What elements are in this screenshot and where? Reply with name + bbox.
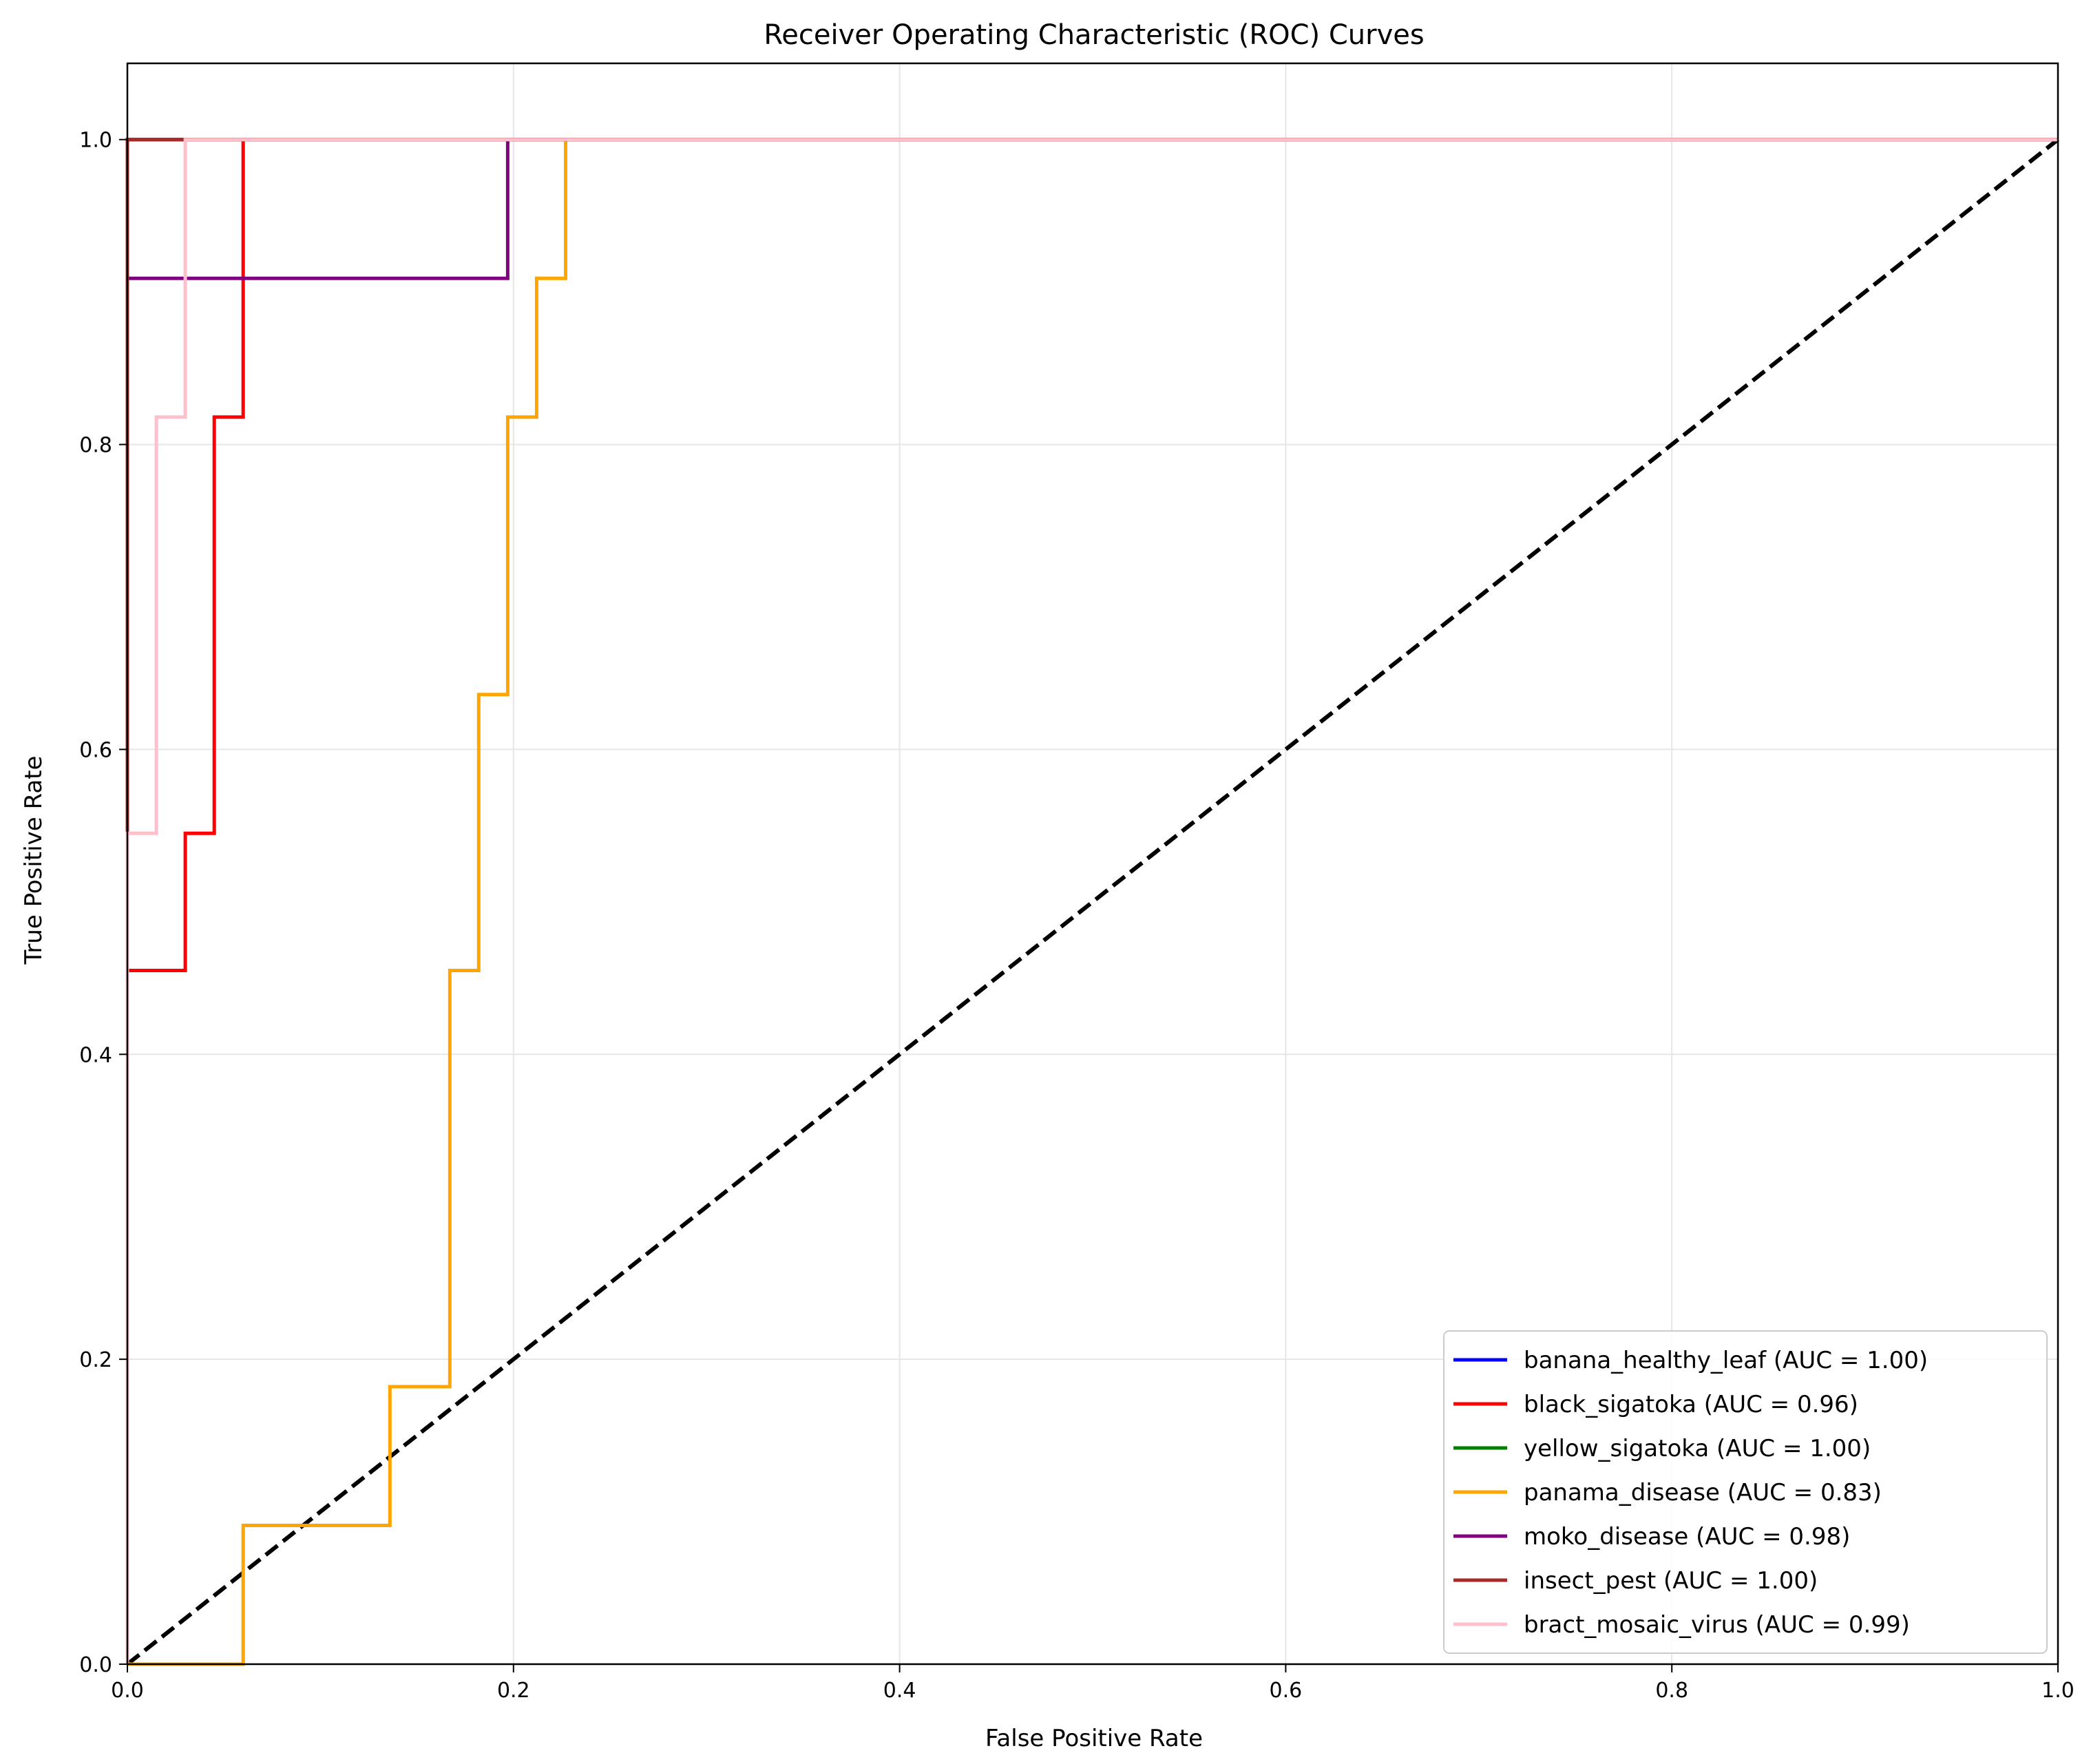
x-tick-label-4: 0.8 (1655, 1679, 1688, 1703)
series-line-3 (127, 138, 2058, 1666)
legend-label-6: bract_mosaic_virus (AUC = 0.99) (1524, 1611, 1910, 1639)
chart-title: Receiver Operating Characteristic (ROC) … (764, 19, 1424, 51)
diagonal-reference (126, 138, 2059, 1666)
y-axis-title: True Positive Rate (20, 756, 48, 965)
x-tick-label-5: 1.0 (2041, 1679, 2074, 1703)
x-tick-label-3: 0.6 (1270, 1679, 1303, 1703)
plot-frame (126, 62, 2059, 1666)
legend-label-2: yellow_sigatoka (AUC = 1.00) (1524, 1435, 1871, 1462)
y-axis: 0.0 0.2 0.4 0.6 0.8 1.0 (79, 129, 127, 1677)
legend-label-5: insect_pest (AUC = 1.00) (1524, 1567, 1818, 1595)
legend: banana_healthy_leaf (AUC = 1.00) black_si… (1443, 1330, 2048, 1654)
y-tick-label-2: 0.4 (79, 1043, 112, 1067)
x-axis: 0.0 0.2 0.4 0.6 0.8 1.0 (111, 1664, 2074, 1703)
legend-label-4: moko_disease (AUC = 0.98) (1524, 1523, 1850, 1551)
x-tick-label-1: 0.2 (497, 1679, 530, 1703)
legend-label-0: banana_healthy_leaf (AUC = 1.00) (1524, 1347, 1928, 1374)
x-axis-title: False Positive Rate (985, 1725, 1203, 1752)
y-tick-label-3: 0.6 (79, 738, 112, 762)
y-tick-label-1: 0.2 (79, 1348, 112, 1372)
x-tick-label-2: 0.4 (883, 1679, 916, 1703)
series-line-1 (125, 138, 2058, 1664)
legend-box (1443, 1330, 2048, 1654)
y-tick-label-4: 0.8 (79, 434, 112, 458)
x-tick-label-0: 0.0 (111, 1679, 144, 1703)
y-tick-label-0: 0.0 (79, 1653, 112, 1677)
legend-label-3: panama_disease (AUC = 0.83) (1524, 1479, 1882, 1506)
legend-label-1: black_sigatoka (AUC = 0.96) (1524, 1391, 1858, 1418)
y-tick-label-5: 1.0 (79, 129, 112, 153)
diagonal-line (126, 138, 2059, 1666)
